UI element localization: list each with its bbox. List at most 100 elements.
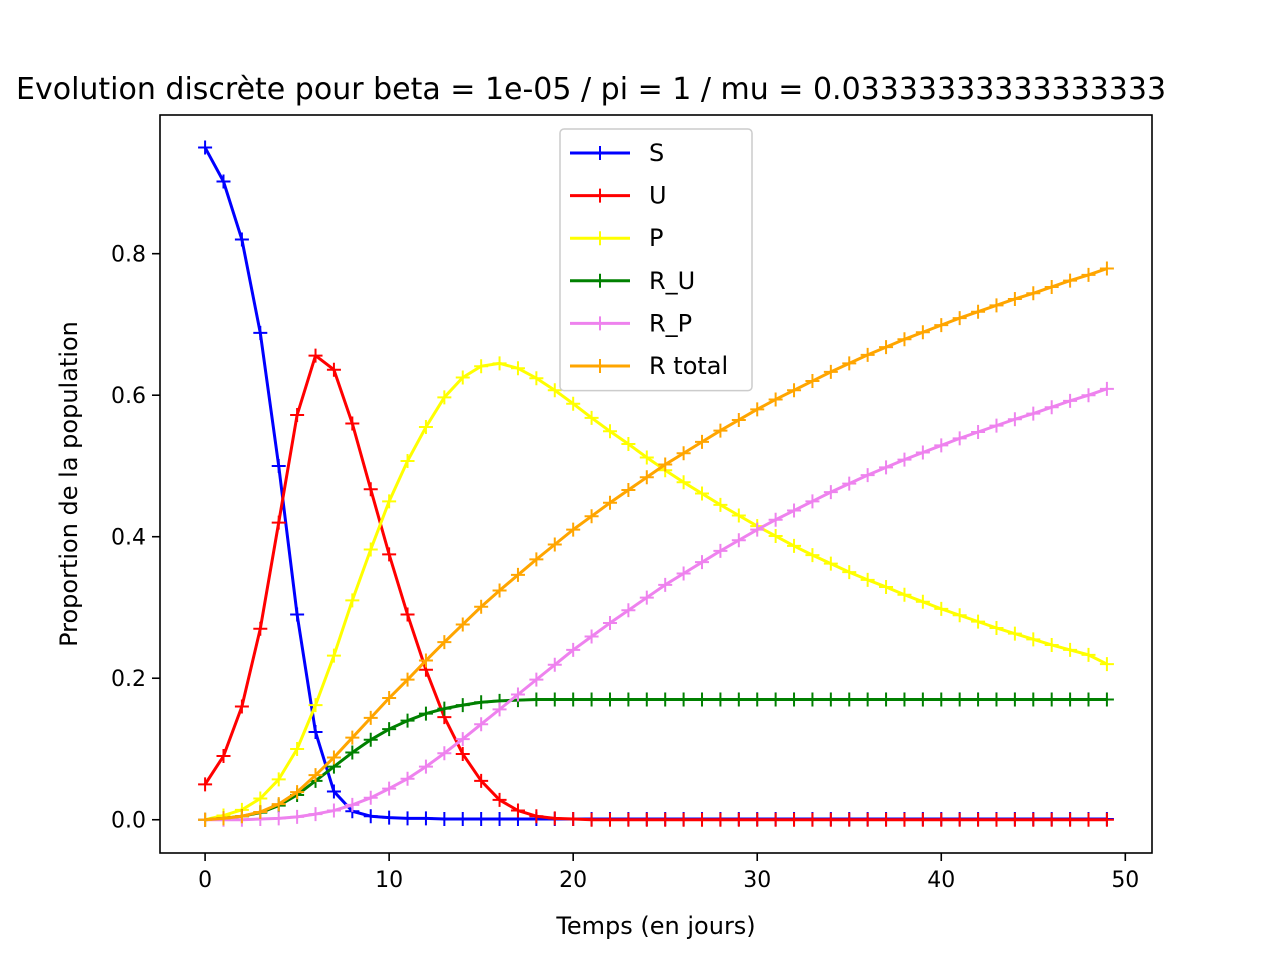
data-point-marker: [676, 692, 691, 707]
data-point-marker: [400, 713, 415, 728]
data-point-marker: [510, 361, 525, 376]
data-point-marker: [823, 692, 838, 707]
data-point-marker: [639, 812, 654, 827]
data-point-marker: [897, 452, 912, 467]
data-point-marker: [823, 364, 838, 379]
data-point-marker: [768, 692, 783, 707]
data-point-marker: [1099, 812, 1114, 827]
data-point-marker: [805, 494, 820, 509]
data-point-marker: [584, 410, 599, 425]
data-point-marker: [676, 446, 691, 461]
data-point-marker: [750, 692, 765, 707]
data-point-marker: [345, 745, 360, 760]
data-point-marker: [842, 565, 857, 580]
data-point-marker: [271, 458, 286, 473]
data-point-marker: [308, 725, 323, 740]
data-point-marker: [915, 325, 930, 340]
data-point-marker: [787, 383, 802, 398]
series-line-r-total: [204, 267, 1108, 822]
data-point-marker: [1081, 267, 1096, 282]
series-r-total: [198, 261, 1114, 827]
series-line-r-p: [205, 387, 1108, 822]
data-point-marker: [198, 812, 213, 827]
data-point-marker: [566, 812, 581, 827]
data-point-marker: [915, 445, 930, 460]
data-point-marker: [1099, 261, 1114, 276]
data-point-marker: [326, 750, 341, 765]
data-point-marker: [1081, 388, 1096, 403]
data-point-marker: [989, 298, 1004, 313]
data-point-marker: [400, 607, 415, 622]
data-point-marker: [602, 495, 617, 510]
data-point-marker: [326, 784, 341, 799]
data-point-marker: [768, 812, 783, 827]
series-r-p: [198, 381, 1114, 827]
data-point-marker: [1099, 657, 1114, 672]
data-point-marker: [547, 692, 562, 707]
data-point-marker: [345, 797, 360, 812]
y-tick-label: 0.0: [111, 809, 146, 834]
data-point-marker: [1026, 812, 1041, 827]
data-point-marker: [897, 692, 912, 707]
data-point-marker: [695, 812, 710, 827]
data-point-marker: [529, 692, 544, 707]
data-point-marker: [474, 695, 489, 710]
data-point-marker: [529, 809, 544, 824]
data-point-marker: [1099, 692, 1114, 707]
data-point-marker: [934, 318, 949, 333]
data-point-marker: [290, 785, 305, 800]
data-point-marker: [308, 807, 323, 822]
data-point-marker: [695, 486, 710, 501]
legend-item-r-u: R_U: [570, 267, 695, 295]
data-point-marker: [768, 392, 783, 407]
data-point-marker: [437, 701, 452, 716]
data-point-marker: [989, 812, 1004, 827]
data-point-marker: [400, 771, 415, 786]
data-point-marker: [823, 812, 838, 827]
y-tick-label: 0.8: [111, 243, 146, 268]
data-point-marker: [529, 371, 544, 386]
legend-label: P: [649, 224, 663, 252]
data-point-marker: [658, 577, 673, 592]
data-point-marker: [492, 583, 507, 598]
data-point-marker: [602, 616, 617, 631]
data-point-marker: [345, 730, 360, 745]
data-point-marker: [602, 424, 617, 439]
data-point-marker: [253, 791, 268, 806]
data-point-marker: [382, 494, 397, 509]
data-point-marker: [952, 311, 967, 326]
data-point-marker: [1044, 637, 1059, 652]
plot-frame: [159, 114, 1153, 854]
data-point-marker: [547, 383, 562, 398]
data-point-marker: [234, 232, 249, 247]
data-point-marker: [1063, 273, 1078, 288]
data-point-marker: [253, 325, 268, 340]
data-point-marker: [437, 390, 452, 405]
data-point-marker: [455, 812, 470, 827]
data-point-marker: [308, 698, 323, 713]
data-point-marker: [915, 812, 930, 827]
data-point-marker: [437, 635, 452, 650]
data-point-marker: [658, 692, 673, 707]
x-tick-label: 50: [1111, 868, 1139, 893]
data-point-marker: [290, 809, 305, 824]
legend-item-p: P: [570, 224, 663, 252]
data-point-marker: [474, 717, 489, 732]
data-point-marker: [713, 543, 728, 558]
data-point-marker: [989, 620, 1004, 635]
data-point-marker: [787, 538, 802, 553]
data-point-marker: [363, 482, 378, 497]
data-point-marker: [455, 746, 470, 761]
data-point-marker: [1044, 279, 1059, 294]
data-point-marker: [1026, 692, 1041, 707]
data-point-marker: [290, 741, 305, 756]
data-point-marker: [510, 687, 525, 702]
legend-swatch-marker: [593, 231, 607, 246]
data-point-marker: [971, 424, 986, 439]
data-point-marker: [566, 522, 581, 537]
data-point-marker: [879, 340, 894, 355]
data-point-marker: [474, 599, 489, 614]
data-point-marker: [326, 362, 341, 377]
data-point-marker: [860, 468, 875, 483]
data-point-marker: [915, 692, 930, 707]
